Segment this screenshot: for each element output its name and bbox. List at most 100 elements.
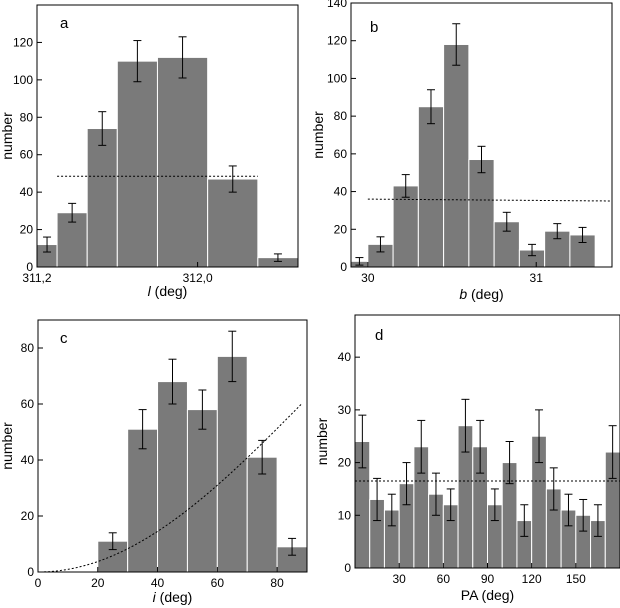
y-tick-label-b-5: 100 xyxy=(327,71,347,85)
y-tick-label-b-3: 60 xyxy=(334,147,348,161)
bar-c-5 xyxy=(246,456,278,573)
error-bar-a-0 xyxy=(43,236,52,253)
error-bar-b-0 xyxy=(355,257,364,266)
bar-b-2 xyxy=(392,185,419,268)
axes-frame-a xyxy=(36,4,299,268)
y-tick-label-d-0: 0 xyxy=(344,561,351,575)
panel-d: 0 10 20 30 40 30 60 90 120 150 d number PA (deg) xyxy=(314,314,620,603)
x-tick-label-c-3: 60 xyxy=(211,576,225,590)
error-bar-b-2 xyxy=(401,174,410,198)
y-tick-label-b-4: 80 xyxy=(334,109,348,123)
y-axis-label-b: number xyxy=(310,111,326,159)
error-bar-d-3 xyxy=(402,462,411,506)
panel-c: 0 20 40 60 80 0 20 40 60 80 c number i (deg) xyxy=(0,319,308,605)
error-bar-a-4 xyxy=(178,36,187,79)
reference-line-b xyxy=(367,198,613,202)
panel-label-a: a xyxy=(60,15,69,32)
bar-b-3 xyxy=(417,106,445,268)
error-bar-a-5 xyxy=(228,165,237,193)
y-tick-label-c-4: 80 xyxy=(21,341,35,355)
y-tick-label-a-1: 20 xyxy=(20,223,34,237)
error-bar-b-6 xyxy=(502,211,511,232)
error-bar-d-8 xyxy=(476,419,485,474)
x-tick-label-c-2: 40 xyxy=(151,576,165,590)
error-bar-c-1 xyxy=(138,409,147,450)
x-tick-label-d-0: 30 xyxy=(392,572,406,586)
error-bar-d-15 xyxy=(579,498,588,532)
y-tick-label-a-3: 60 xyxy=(20,148,34,162)
bar-a-4 xyxy=(156,56,209,268)
y-tick-label-b-7: 140 xyxy=(327,0,347,10)
y-tick-label-a-0: 0 xyxy=(26,260,33,274)
y-tick-label-a-2: 40 xyxy=(20,185,34,199)
error-bar-a-2 xyxy=(98,111,107,146)
error-bar-b-9 xyxy=(578,226,587,243)
panel-label-d: d xyxy=(375,327,383,344)
y-tick-label-d-3: 30 xyxy=(338,403,352,417)
x-axis-label-unit-a: (deg) xyxy=(151,283,188,299)
error-bar-c-4 xyxy=(228,330,237,383)
y-axis-label-a: number xyxy=(0,112,15,160)
error-bar-b-8 xyxy=(553,223,562,240)
y-axis-label-c: number xyxy=(0,422,15,470)
y-axis-label-d: number xyxy=(314,417,330,465)
y-tick-label-c-3: 60 xyxy=(21,397,35,411)
x-axis-label-a: l (deg) xyxy=(148,283,188,299)
y-tick-label-c-0: 0 xyxy=(27,565,34,579)
panel-label-b: b xyxy=(370,19,378,36)
bar-a-3 xyxy=(116,60,158,268)
x-tick-label-c-0: 0 xyxy=(35,576,42,590)
y-tick-label-d-4: 40 xyxy=(338,350,352,364)
error-bar-d-9 xyxy=(490,488,499,522)
x-tick-label-d-4: 150 xyxy=(566,572,586,586)
y-tick-label-c-2: 40 xyxy=(21,453,35,467)
error-bar-d-2 xyxy=(387,493,396,527)
x-axis-label-symbol-c: i xyxy=(153,589,157,605)
x-axis-label-d: PA (deg) xyxy=(461,587,514,603)
y-tick-label-b-0: 0 xyxy=(340,260,347,274)
y-tick-label-b-6: 120 xyxy=(327,34,347,48)
error-bar-d-6 xyxy=(446,488,455,522)
x-axis-label-unit-c: (deg) xyxy=(156,589,193,605)
error-bar-d-4 xyxy=(417,419,426,474)
bar-c-4 xyxy=(216,355,248,573)
x-tick-label-d-3: 120 xyxy=(522,572,542,586)
error-bar-b-1 xyxy=(376,236,385,253)
error-bar-b-4 xyxy=(452,23,461,66)
error-bar-d-12 xyxy=(535,409,544,464)
error-bar-c-6 xyxy=(288,537,297,556)
x-tick-label-d-2: 90 xyxy=(481,572,495,586)
x-tick-label-a-1: 312,0 xyxy=(183,271,213,285)
x-axis-label-c: i (deg) xyxy=(153,589,193,605)
error-bar-d-14 xyxy=(564,493,573,527)
axes-frame-b xyxy=(350,2,613,268)
error-bar-c-5 xyxy=(258,439,267,475)
bar-c-3 xyxy=(186,409,218,573)
error-bar-d-10 xyxy=(505,441,514,485)
x-axis-label-b: b (deg) xyxy=(459,286,503,302)
error-bar-d-7 xyxy=(461,398,470,453)
y-tick-label-b-2: 40 xyxy=(334,185,348,199)
y-tick-label-d-2: 20 xyxy=(338,456,352,470)
x-axis-label-symbol-b: b xyxy=(459,286,467,302)
error-bar-a-1 xyxy=(68,202,77,223)
x-tick-label-d-1: 60 xyxy=(437,572,451,586)
x-tick-label-b-1: 31 xyxy=(530,271,544,285)
bar-c-2 xyxy=(157,381,188,573)
panel-a: 0 20 40 60 80 100 120 311,2 312,0 a number l (deg) xyxy=(0,4,299,299)
error-bar-b-7 xyxy=(528,243,537,257)
axes-frame-c xyxy=(37,319,308,573)
y-tick-label-a-5: 100 xyxy=(13,73,33,87)
bar-c-1 xyxy=(127,428,159,573)
y-tick-label-d-1: 10 xyxy=(338,508,352,522)
bar-b-5 xyxy=(468,159,495,268)
y-tick-label-c-1: 20 xyxy=(21,509,35,523)
error-bar-d-16 xyxy=(593,504,602,537)
x-axis-label-unit-b: (deg) xyxy=(467,286,504,302)
x-tick-label-a-0: 311,2 xyxy=(22,271,51,285)
error-bar-a-6 xyxy=(273,253,282,262)
panel-label-c: c xyxy=(60,330,68,347)
error-bar-b-5 xyxy=(477,145,486,174)
error-bar-c-2 xyxy=(168,358,177,405)
error-bar-d-1 xyxy=(373,477,382,522)
